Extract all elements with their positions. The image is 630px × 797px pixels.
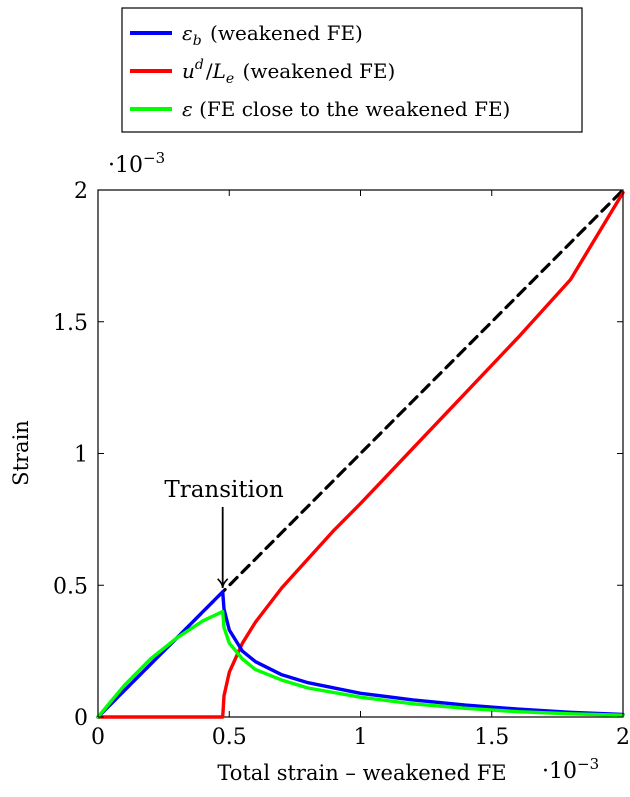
legend-label-1: ud /Le (weakened FE)	[182, 57, 395, 87]
y-axis-label: Strain	[9, 420, 33, 486]
legend-label-2: ε (FE close to the weakened FE)	[182, 97, 510, 121]
transition-annotation: Transition	[164, 477, 284, 588]
y-scale-label: ·10−3	[108, 149, 165, 178]
y-tick-label-2: 1	[74, 443, 88, 468]
series-line-1	[96, 190, 625, 719]
x-scale-label: ·10−3	[542, 755, 599, 784]
legend: εb (weakened FE) ud /Le (weakened FE) ε (F…	[121, 7, 583, 133]
x-tick-label-0: 0	[91, 725, 105, 750]
tick-layer: 0 0.5 1 1.5 2 0 0.5 1 1.5 2	[53, 179, 630, 750]
legend-label-0: εb (weakened FE)	[182, 21, 363, 49]
series-layer	[96, 188, 625, 719]
x-tick-label-2: 1	[354, 725, 368, 750]
x-tick-label-1: 0.5	[212, 725, 247, 750]
y-tick-label-0: 0	[74, 706, 88, 731]
series-line-3	[96, 609, 625, 719]
x-tick-label-3: 1.5	[474, 725, 509, 750]
x-tick-label-4: 2	[616, 725, 630, 750]
legend-box	[121, 7, 583, 133]
y-tick-label-1: 0.5	[53, 574, 88, 599]
y-tick-label-4: 2	[74, 179, 88, 204]
y-tick-label-3: 1.5	[53, 311, 88, 336]
x-axis-label: Total strain – weakened FE	[217, 761, 506, 785]
transition-label: Transition	[164, 477, 283, 503]
